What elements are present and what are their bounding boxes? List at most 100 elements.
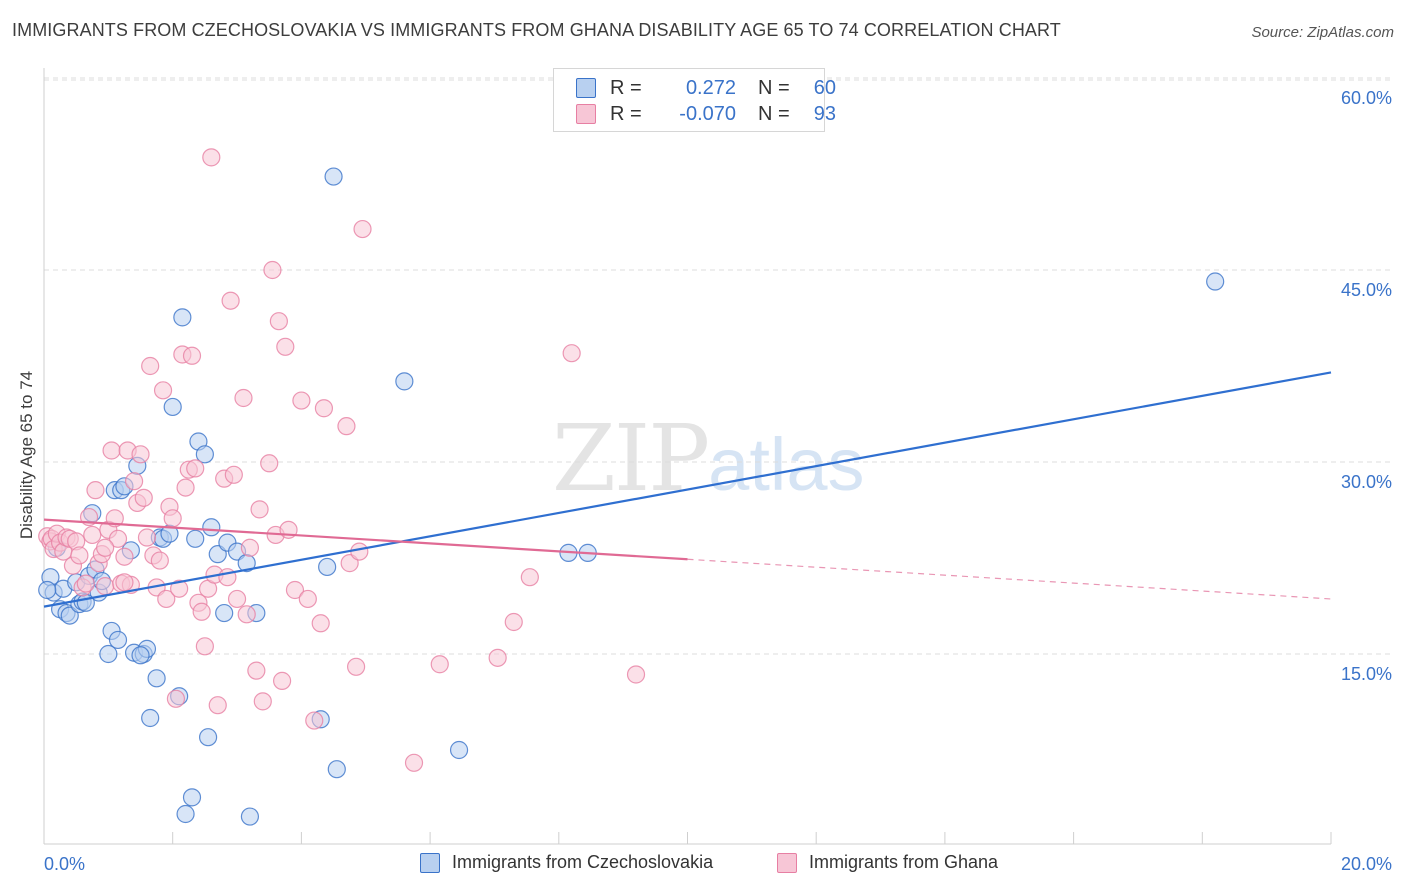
ghana-point <box>157 589 176 609</box>
ghana-point <box>166 689 186 708</box>
czechoslovakia-point <box>202 518 221 537</box>
ghana-point <box>150 551 169 570</box>
czechoslovakia-point <box>147 669 166 688</box>
ghana-point <box>504 612 523 632</box>
ghana-point <box>124 472 144 491</box>
ghana-point <box>76 574 95 593</box>
legend-swatch-blue <box>576 78 596 98</box>
ghana-point <box>83 525 102 545</box>
ghana-point <box>263 260 282 280</box>
ghana-point <box>195 637 214 656</box>
legend-item-czechoslovakia: Immigrants from Czechoslovakia <box>420 852 713 873</box>
ghana-point <box>96 577 115 596</box>
legend-r-value: 0.272 <box>685 76 736 99</box>
legend-swatch-blue <box>420 852 440 873</box>
ghana-point <box>192 602 211 621</box>
y-tick-label: 15.0% <box>1341 664 1392 684</box>
legend-n-value: 60 <box>813 76 836 99</box>
czechoslovakia-point <box>186 529 205 548</box>
legend-r-label: R = <box>610 76 642 99</box>
ghana-point <box>337 417 356 436</box>
ghana-point <box>227 589 247 609</box>
legend-swatch-pink <box>576 104 596 124</box>
legend-label: Immigrants from Ghana <box>809 852 999 872</box>
czechoslovakia-point <box>318 557 337 577</box>
czechoslovakia-point <box>176 804 195 824</box>
legend-label: Immigrants from Czechoslovakia <box>452 852 714 872</box>
ghana-point <box>202 148 221 167</box>
legend-row-ghana: R = -0.070 N = 93 <box>576 102 836 126</box>
ghana-point <box>276 337 295 356</box>
ghana-point <box>141 356 160 376</box>
ghana-point <box>311 614 330 633</box>
czechoslovakia-point <box>198 728 218 747</box>
czechoslovakia-point <box>395 372 414 391</box>
ghana-point <box>105 509 124 528</box>
ghana-point <box>430 655 449 674</box>
legend-n-label: N = <box>758 102 790 125</box>
series-legend: Immigrants from Czechoslovakia Immigrant… <box>0 852 1406 878</box>
ghana-point <box>237 605 256 624</box>
czechoslovakia-point <box>327 760 346 779</box>
czechoslovakia-point <box>215 603 234 623</box>
trend-line-ghana-extension <box>687 558 1332 600</box>
czechoslovakia-point <box>141 708 160 728</box>
correlation-legend: R = 0.272 N = 60 R = -0.070 N = 93 <box>553 68 836 132</box>
ghana-point <box>176 478 195 497</box>
ghana-point <box>115 573 134 592</box>
ghana-point <box>346 657 366 676</box>
chart-title: IMMIGRANTS FROM CZECHOSLOVAKIA VS IMMIGR… <box>12 20 1061 40</box>
ghana-point <box>170 579 189 598</box>
ghana-point <box>70 546 89 565</box>
ghana-point <box>115 547 134 566</box>
czechoslovakia-point <box>324 167 343 186</box>
trend-line-czechoslovakia <box>43 371 1332 608</box>
ghana-point <box>260 454 279 473</box>
ghana-point <box>234 388 253 408</box>
y-tick-label: 45.0% <box>1341 280 1392 300</box>
legend-r-label: R = <box>610 102 642 125</box>
ghana-point <box>314 399 334 418</box>
czechoslovakia-point <box>449 740 469 760</box>
ghana-point <box>96 538 115 557</box>
czechoslovakia-point <box>131 646 150 665</box>
ghana-point <box>285 580 305 600</box>
ghana-point <box>186 459 205 478</box>
x-tick-label: 20.0% <box>1341 854 1392 874</box>
legend-item-ghana: Immigrants from Ghana <box>777 852 998 873</box>
ghana-point <box>108 529 128 548</box>
ghana-point <box>626 665 646 684</box>
ghana-point <box>562 344 581 363</box>
ghana-point <box>102 441 121 460</box>
legend-swatch-pink <box>777 852 797 873</box>
czechoslovakia-point <box>38 580 57 600</box>
czechoslovakia-point <box>182 788 202 807</box>
ghana-point <box>182 346 202 365</box>
czechoslovakia-point <box>99 644 118 664</box>
ghana-point <box>305 711 324 730</box>
ghana-point <box>353 219 372 239</box>
trend-line-ghana <box>43 518 688 561</box>
ghana-point <box>253 692 272 711</box>
ghana-point <box>86 481 105 500</box>
ghana-point <box>520 568 539 587</box>
ghana-point <box>250 500 269 519</box>
ghana-point <box>272 671 292 690</box>
ghana-point <box>131 445 150 464</box>
ghana-point <box>208 696 227 715</box>
legend-n-label: N = <box>758 76 790 99</box>
ghana-point <box>240 538 260 557</box>
czechoslovakia-point <box>173 308 192 327</box>
czechoslovakia-point <box>108 630 128 650</box>
czechoslovakia-point <box>163 397 182 417</box>
ghana-point <box>247 661 266 680</box>
ghana-point <box>298 589 317 609</box>
ghana-point <box>292 391 311 410</box>
ghana-point <box>269 312 288 331</box>
legend-r-value: -0.070 <box>679 102 736 125</box>
ghana-point <box>224 465 243 484</box>
source-credit: Source: ZipAtlas.com <box>1251 24 1394 41</box>
ghana-point <box>404 753 424 772</box>
czechoslovakia-point <box>195 445 214 464</box>
